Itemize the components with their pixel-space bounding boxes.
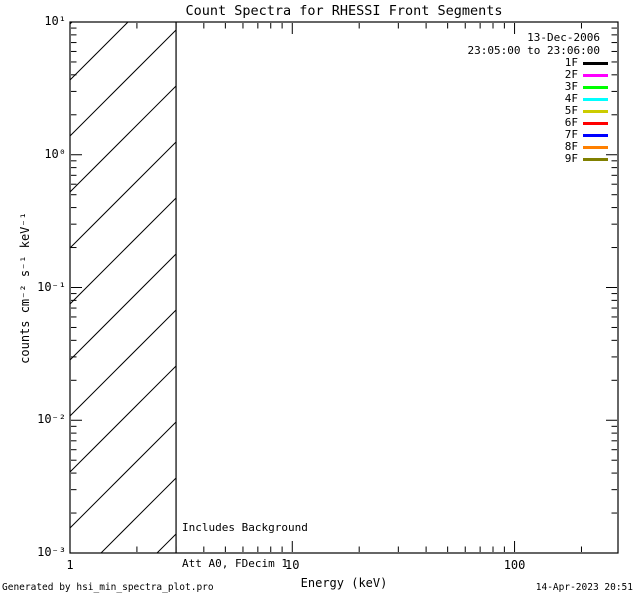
annotation-block: Includes Background Att A0, FDecim 1 (182, 498, 308, 594)
y-tick-label: 10⁻² (37, 412, 66, 427)
time-range-label: 23:05:00 to 23:06:00 (467, 44, 600, 57)
legend-swatch (583, 61, 608, 65)
date-label: 13-Dec-2006 (527, 31, 600, 44)
x-axis-label: Energy (keV) (300, 576, 388, 590)
chart-title: Count Spectra for RHESSI Front Segments (185, 3, 503, 19)
legend-label: 2F (564, 68, 578, 81)
legend-row: 6F (565, 117, 608, 129)
y-tick-label: 10⁻¹ (37, 279, 66, 294)
x-tick-label: 1 (66, 558, 74, 572)
legend-label: 9F (564, 152, 578, 165)
legend-row: 7F (565, 129, 608, 141)
legend-swatch (583, 145, 608, 149)
legend-label: 5F (564, 104, 578, 117)
y-tick-label: 10¹ (44, 14, 66, 28)
legend-label: 3F (564, 80, 578, 93)
footer-generated-by: Generated by hsi_min_spectra_plot.pro (2, 582, 214, 593)
legend-row: 4F (565, 93, 608, 105)
legend-swatch (583, 157, 608, 161)
y-tick-label: 10⁻³ (37, 545, 66, 559)
legend-label: 7F (564, 128, 578, 141)
legend-row: 9F (565, 153, 608, 165)
header-block: 13-Dec-2006 23:05:00 to 23:06:00 (468, 31, 600, 57)
annotation-att-fdecim: Att A0, FDecim 1 (182, 557, 288, 570)
legend-label: 1F (564, 56, 578, 69)
legend-row: 2F (565, 69, 608, 81)
x-tick-label: 100 (503, 558, 526, 572)
y-tick-label: 10⁰ (44, 146, 66, 161)
legend-swatch (583, 133, 608, 137)
footer-timestamp: 14-Apr-2023 20:51 (535, 582, 633, 593)
legend-label: 4F (564, 92, 578, 105)
annotation-includes-background: Includes Background (182, 521, 308, 534)
legend-label: 8F (564, 140, 578, 153)
x-tick-label: 10 (285, 558, 300, 572)
legend-row: 5F (565, 105, 608, 117)
legend-label: 6F (564, 116, 578, 129)
legend-row: 3F (565, 81, 608, 93)
legend-row: 8F (565, 141, 608, 153)
legend-swatch (583, 73, 608, 77)
legend-swatch (583, 109, 608, 113)
legend-row: 1F (565, 57, 608, 69)
legend-swatch (583, 121, 608, 125)
legend-swatch (583, 97, 608, 101)
legend-swatch (583, 85, 608, 89)
